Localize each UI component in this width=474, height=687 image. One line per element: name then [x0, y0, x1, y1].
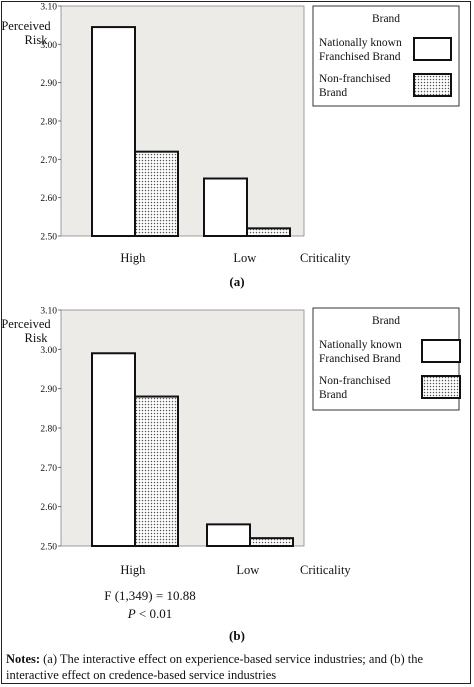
- y-tick-label: 3.10: [40, 3, 57, 13]
- notes-label: Notes:: [6, 652, 41, 666]
- y-tick-label: 2.70: [40, 156, 57, 166]
- y-axis-label-line2: Risk: [25, 331, 49, 345]
- category-label-low: Low: [236, 563, 259, 577]
- bar-low-series1: [203, 177, 248, 237]
- x-axis-label: Criticality: [300, 563, 351, 577]
- bar-high-series1: [91, 26, 136, 238]
- y-tick-label: 2.50: [40, 233, 57, 243]
- y-tick-label: 2.70: [40, 464, 57, 474]
- f-statistic: F (1,349) = 10.88: [104, 588, 196, 603]
- p-symbol: P: [127, 606, 136, 621]
- stats-block: F (1,349) = 10.88 P < 0.01: [0, 587, 300, 623]
- p-value: P < 0.01: [0, 605, 300, 623]
- legend-swatch-series2: [421, 375, 461, 399]
- panel-caption: (b): [229, 628, 245, 643]
- category-label-high: High: [120, 251, 146, 265]
- legend-label-series1-line1: Nationally known: [319, 339, 402, 351]
- legend-label-series1-line2: Franchised Brand: [319, 51, 401, 63]
- bar-high-series1: [91, 352, 136, 548]
- bar-high-series2: [134, 150, 179, 238]
- y-tick-label: 3.00: [40, 41, 57, 51]
- notes-text: (a) The interactive effect on experience…: [6, 652, 424, 682]
- legend-label-series2-line1: Non-franchised: [319, 73, 391, 85]
- legend-label-series1-line2: Franchised Brand: [319, 353, 401, 365]
- y-axis-label-line2: Risk: [25, 33, 49, 47]
- panel-caption: (a): [229, 274, 244, 289]
- legend-swatch-series2: [413, 73, 452, 97]
- legend-title: Brand: [372, 315, 400, 327]
- category-label-low: Low: [233, 251, 256, 265]
- legend-swatch-series1: [421, 339, 461, 363]
- notes: Notes: (a) The interactive effect on exp…: [6, 651, 468, 683]
- y-axis-label-line1: Perceived: [1, 19, 51, 33]
- x-axis-label: Criticality: [300, 251, 351, 265]
- y-tick-label: 2.60: [40, 194, 57, 204]
- y-tick-label: 2.50: [40, 543, 57, 553]
- bar-low-series1: [206, 523, 251, 548]
- y-tick-label: 3.00: [40, 346, 57, 356]
- y-tick-label: 2.80: [40, 118, 57, 128]
- legend-swatch-series1: [413, 37, 452, 61]
- legend-label-series2-line2: Brand: [319, 389, 347, 401]
- p-value-text: < 0.01: [135, 606, 173, 621]
- category-label-high: High: [120, 563, 146, 577]
- y-tick-label: 3.10: [40, 307, 57, 317]
- y-tick-label: 2.90: [40, 79, 57, 89]
- bar-high-series2: [134, 395, 179, 547]
- legend-title: Brand: [372, 13, 400, 25]
- legend-label-series2-line1: Non-franchised: [319, 375, 391, 387]
- y-tick-label: 2.60: [40, 503, 57, 513]
- legend-label-series1-line1: Nationally known: [319, 37, 402, 49]
- bar-low-series2: [249, 537, 294, 547]
- y-tick-label: 2.80: [40, 425, 57, 435]
- bar-low-series2: [246, 227, 291, 237]
- legend-label-series2-line2: Brand: [319, 87, 347, 99]
- y-axis-label-line1: Perceived: [1, 317, 51, 331]
- y-tick-label: 2.90: [40, 385, 57, 395]
